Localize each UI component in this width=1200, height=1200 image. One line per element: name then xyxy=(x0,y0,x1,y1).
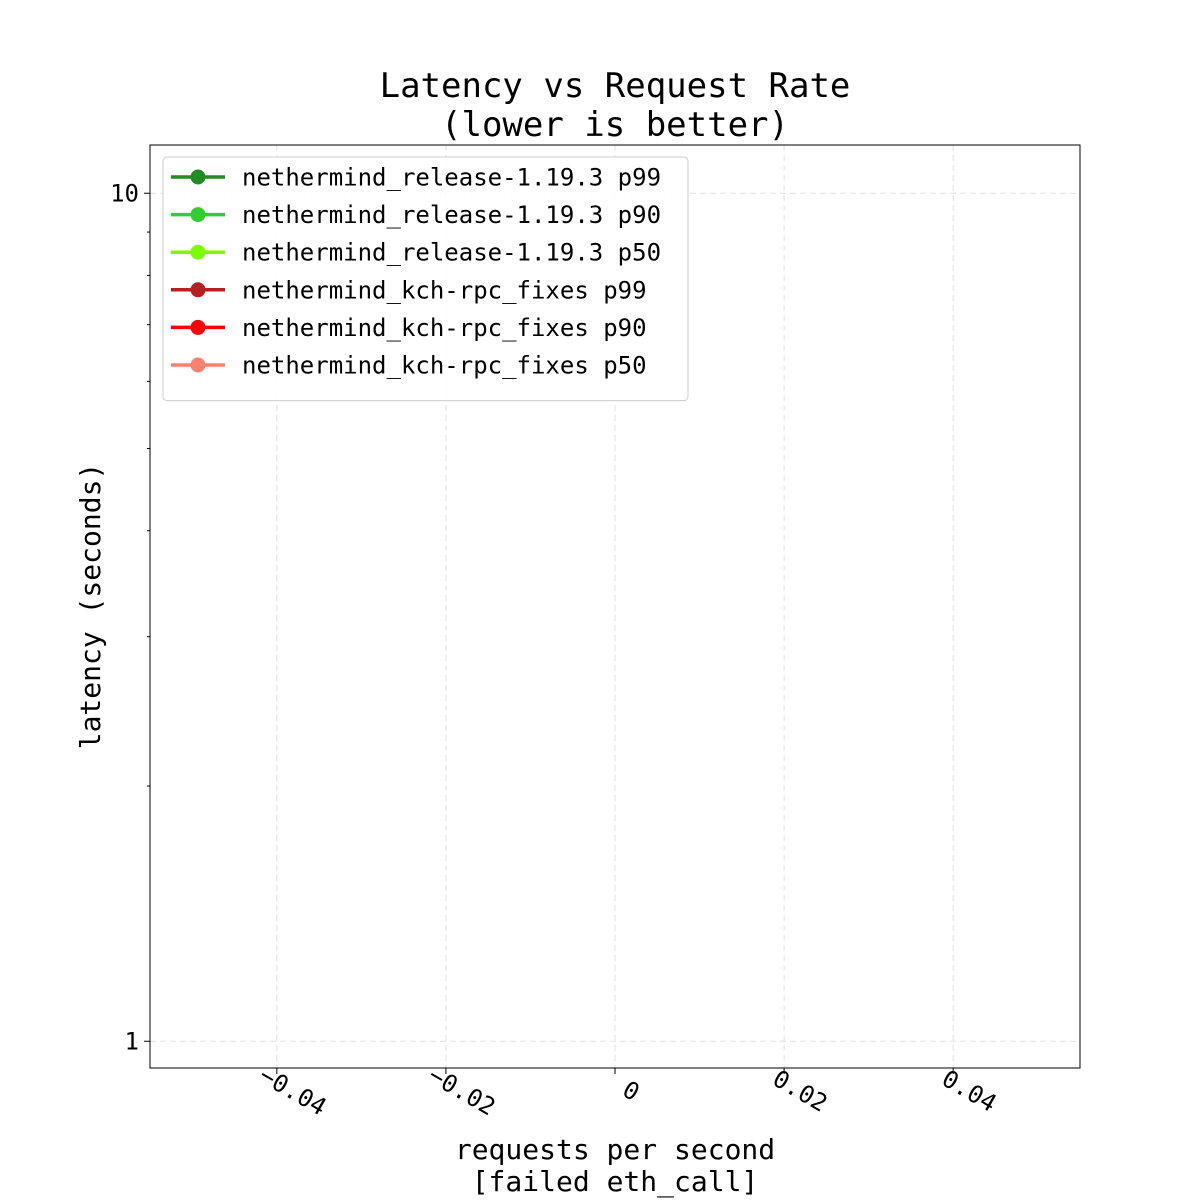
y-tick-label: 1 xyxy=(125,1027,139,1055)
legend-label: nethermind_kch-rpc_fixes p99 xyxy=(242,276,647,304)
legend-label: nethermind_kch-rpc_fixes p50 xyxy=(242,352,647,380)
x-axis-label: requests per second[failed eth_call] xyxy=(455,1133,775,1199)
legend-label: nethermind_kch-rpc_fixes p90 xyxy=(242,314,647,342)
legend-marker xyxy=(190,207,206,223)
x-tick-label: −0.04 xyxy=(255,1061,332,1121)
legend-marker xyxy=(190,319,206,335)
legend-label: nethermind_release-1.19.3 p50 xyxy=(242,239,661,267)
y-tick-label: 10 xyxy=(110,179,139,207)
chart-title: Latency vs Request Rate(lower is better) xyxy=(380,66,851,145)
y-axis: 1 10 xyxy=(110,179,150,1055)
x-tick-label: 0.04 xyxy=(937,1064,1001,1117)
legend-box xyxy=(162,156,689,402)
x-tick-label: 0.02 xyxy=(768,1064,832,1117)
chart-title-line: Latency vs Request Rate xyxy=(380,66,851,106)
legend-label: nethermind_release-1.19.3 p99 xyxy=(242,164,661,192)
x-tick-label: −0.02 xyxy=(424,1061,501,1121)
y-axis-label: latency (seconds) xyxy=(74,463,107,750)
chart-title-line: (lower is better) xyxy=(441,105,789,145)
legend-marker xyxy=(190,244,206,260)
legend-label: nethermind_release-1.19.3 p90 xyxy=(242,201,661,229)
x-tick-label: 0 xyxy=(618,1075,645,1106)
legend-marker xyxy=(190,169,206,185)
legend: nethermind_release-1.19.3 p99 nethermind_… xyxy=(162,156,689,402)
legend-marker xyxy=(190,282,206,298)
x-axis-label-line: [failed eth_call] xyxy=(472,1165,759,1199)
x-axis-label-line: requests per second xyxy=(455,1133,775,1166)
legend-marker xyxy=(190,357,206,373)
x-axis: −0.04 −0.02 0 0.02 0.04 xyxy=(255,1061,1002,1121)
